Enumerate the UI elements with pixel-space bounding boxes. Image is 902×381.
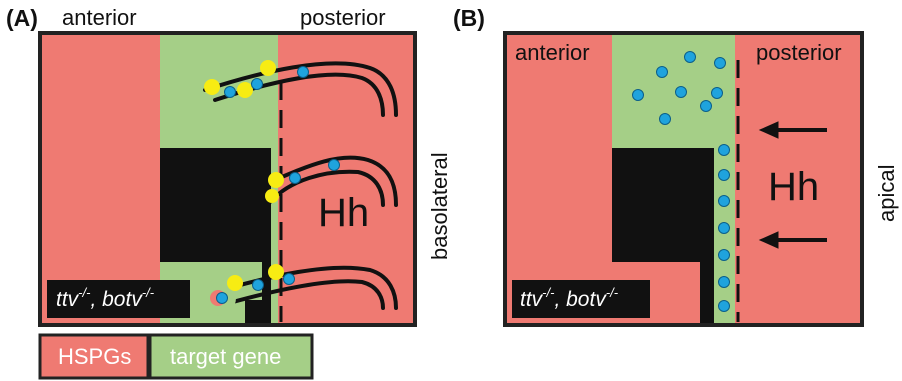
clone — [612, 148, 714, 262]
anterior-label: anterior — [515, 40, 590, 65]
yellow-dot — [227, 275, 243, 291]
legend-label: HSPGs — [58, 344, 131, 369]
anterior-label: anterior — [62, 5, 137, 30]
blue-dot — [633, 90, 644, 101]
blue-dot — [719, 277, 730, 288]
panel-a: (A) anterior posterior Hh basolateral tt… — [6, 5, 452, 325]
blue-dot — [225, 87, 236, 98]
posterior-label: posterior — [300, 5, 386, 30]
blue-dot — [701, 101, 712, 112]
blue-dot — [253, 280, 264, 291]
blue-dot — [217, 293, 228, 304]
blue-dot — [719, 196, 730, 207]
panel-label: (B) — [453, 5, 485, 31]
yellow-dot — [268, 264, 284, 280]
blue-dot — [719, 145, 730, 156]
superscript: -/- — [142, 285, 155, 300]
blue-dot — [284, 274, 295, 285]
superscript: -/- — [606, 285, 619, 300]
superscript: -/- — [78, 285, 91, 300]
blue-dot — [712, 88, 723, 99]
blue-dot — [715, 58, 726, 69]
blue-dot — [252, 79, 263, 90]
clone-stem — [262, 148, 271, 325]
gene: , botv — [554, 288, 607, 311]
ligand-label: Hh — [318, 191, 369, 235]
panel-label: (A) — [6, 5, 38, 31]
yellow-dot — [237, 82, 253, 98]
genotype: ttv-/-, botv-/- — [520, 285, 619, 311]
legend: HSPGs target gene — [40, 335, 312, 378]
blue-dot — [719, 223, 730, 234]
blue-dot — [719, 250, 730, 261]
ligand-label: Hh — [768, 165, 819, 209]
clone-foot — [245, 300, 271, 325]
gene: , botv — [90, 288, 143, 311]
blue-dot — [329, 160, 340, 171]
gene: ttv — [520, 288, 544, 311]
panel-b: (B) anterior posterior Hh apical ttv-/-,… — [453, 5, 899, 325]
side-label: apical — [874, 165, 899, 222]
side-label: basolateral — [427, 152, 452, 260]
blue-dot — [719, 170, 730, 181]
legend-label: target gene — [170, 344, 281, 369]
clone-stem — [700, 148, 714, 325]
posterior-label: posterior — [756, 40, 842, 65]
yellow-dot — [265, 189, 279, 203]
yellow-dot — [268, 172, 284, 188]
blue-dot — [298, 67, 309, 78]
figure: (A) anterior posterior Hh basolateral tt… — [0, 0, 902, 381]
yellow-dot — [260, 60, 276, 76]
blue-dot — [290, 173, 301, 184]
gene: ttv — [56, 288, 80, 311]
blue-dot — [660, 114, 671, 125]
blue-dot — [657, 67, 668, 78]
yellow-dot — [204, 79, 220, 95]
genotype: ttv-/-, botv-/- — [56, 285, 155, 311]
blue-dot — [719, 301, 730, 312]
superscript: -/- — [542, 285, 555, 300]
clone — [160, 148, 262, 262]
blue-dot — [676, 87, 687, 98]
blue-dot — [685, 52, 696, 63]
